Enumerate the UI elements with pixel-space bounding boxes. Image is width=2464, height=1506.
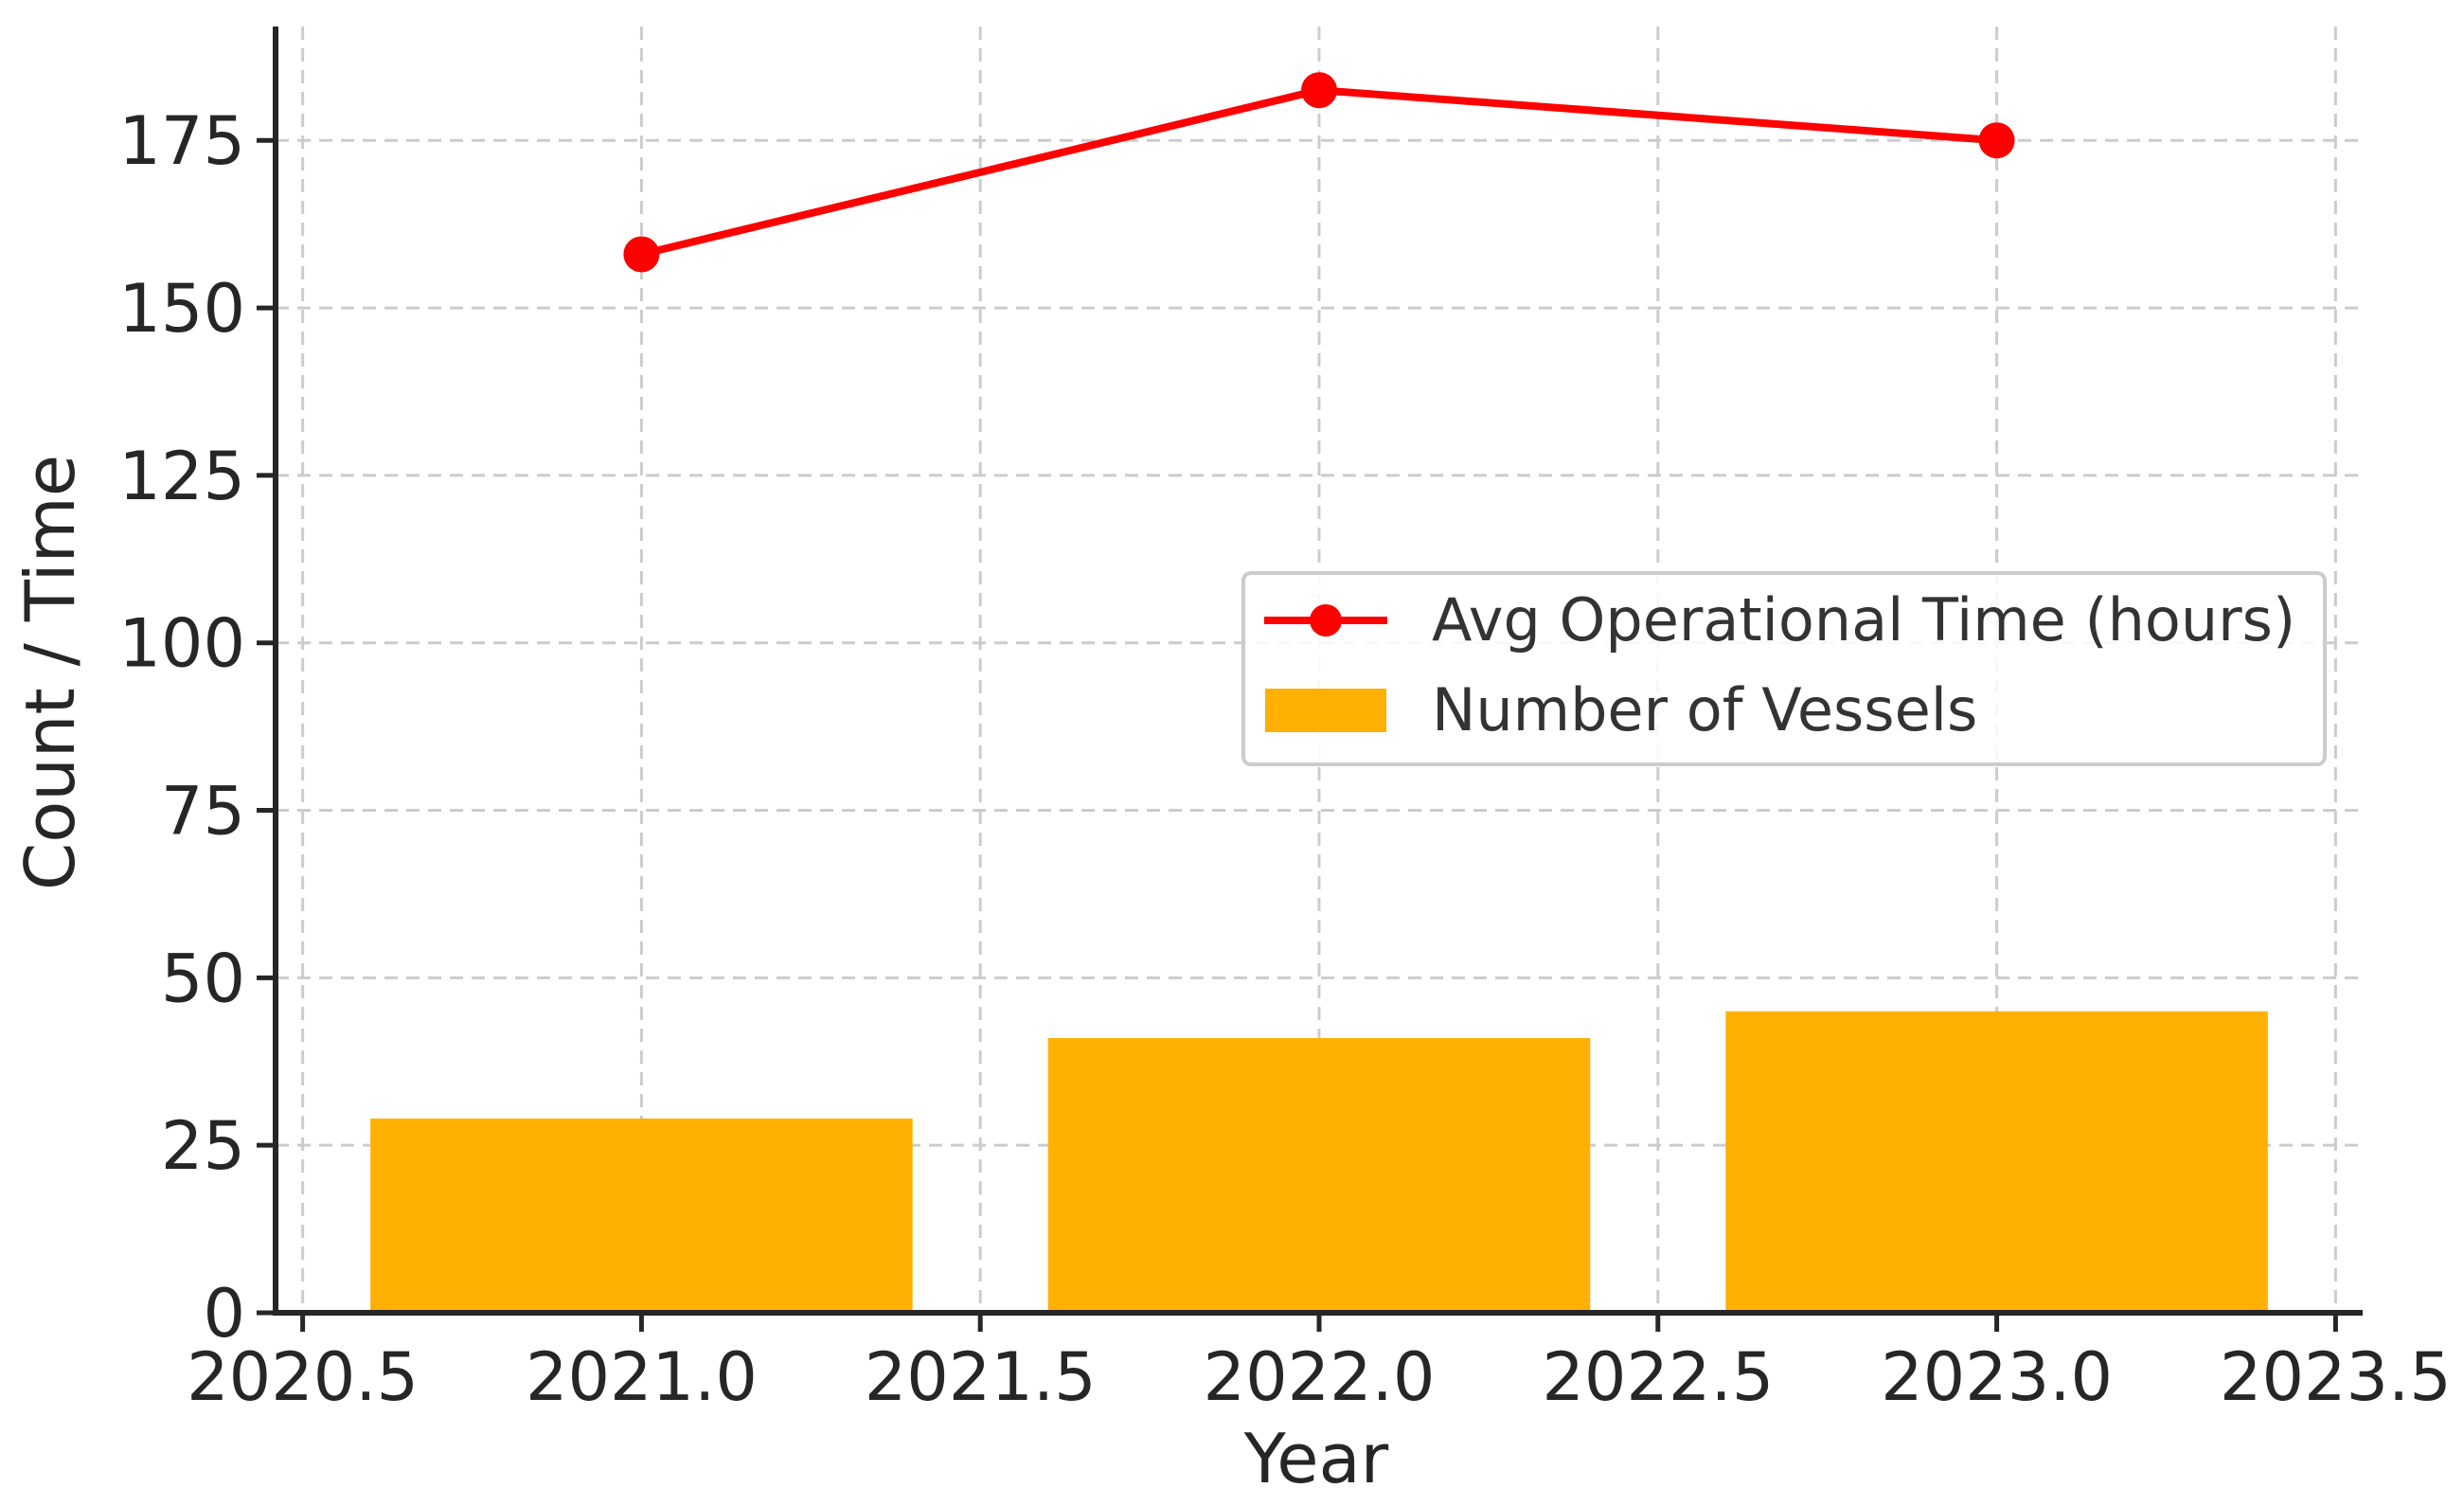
x-tick-label: 2021.5 [865,1338,1097,1416]
x-tick-label: 2023.5 [2220,1338,2452,1416]
bar-series [370,1011,2268,1313]
legend-frame [1241,571,2327,766]
x-tick-label: 2022.0 [1204,1338,1436,1416]
x-tick-label: 2023.0 [1881,1338,2113,1416]
legend-line-marker [1310,604,1342,636]
legend-label-number-of-vessels: Number of Vessels [1432,675,1977,744]
y-axis-label: Count / Time [10,455,90,890]
x-axis-label: Year [1243,1419,1389,1498]
y-tick-label: 125 [118,438,245,515]
x-tick-label: 2022.5 [1542,1338,1774,1416]
y-tick-label: 175 [118,102,245,180]
x-tick-label: 2021.0 [526,1338,758,1416]
y-tick-label: 100 [118,605,245,683]
y-tick-label: 50 [161,940,245,1017]
x-axis-ticks: 2020.5 2021.0 2021.5 2022.0 2022.5 2023.0 2023… [187,1313,2452,1416]
point-avg-operational-time-2021 [623,236,660,273]
y-axis-ticks: 0 25 50 75 100 125 150 175 [118,102,276,1353]
bar-number-of-vessels-2023 [1725,1011,2268,1313]
y-tick-label: 25 [161,1107,245,1185]
bar-number-of-vessels-2021 [370,1118,913,1313]
legend-bar-swatch [1265,689,1386,732]
bar-number-of-vessels-2022 [1047,1038,1591,1313]
point-avg-operational-time-2022 [1301,72,1337,109]
legend: Avg Operational Time (hours) Number of V… [1241,571,2327,766]
y-tick-label: 0 [203,1275,245,1353]
y-tick-label: 150 [118,270,245,348]
point-avg-operational-time-2023 [1978,122,2015,159]
x-tick-label: 2020.5 [187,1338,419,1416]
line-series [623,72,2015,273]
legend-label-avg-operational-time: Avg Operational Time (hours) [1432,585,2295,654]
y-tick-label: 75 [161,773,245,851]
